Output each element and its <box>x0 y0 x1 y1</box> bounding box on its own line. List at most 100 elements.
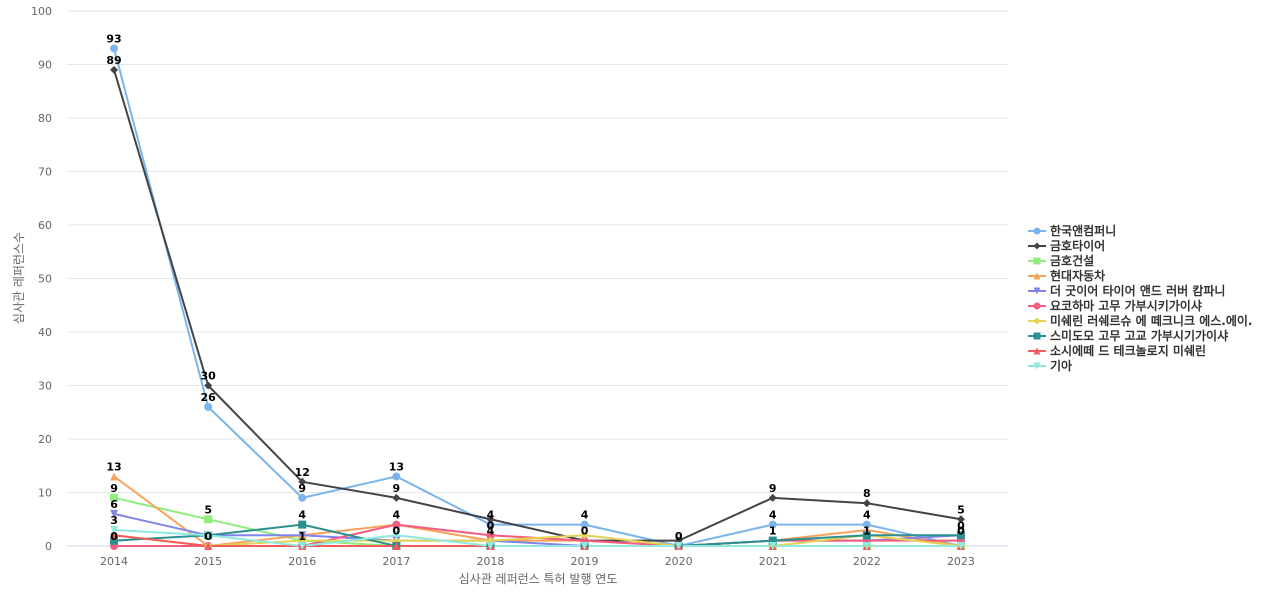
legend-item[interactable]: 스미도모 고무 고교 가부시기가이샤 <box>1028 328 1252 343</box>
x-axis-title: 심사관 레퍼런스 특허 발행 연도 <box>459 571 618 586</box>
data-label: 3 <box>110 514 118 527</box>
grid-lines <box>67 10 1008 547</box>
legend-label: 현대자동차 <box>1050 269 1106 283</box>
y-tick-label: 90 <box>38 59 52 72</box>
legend-marker <box>1033 302 1041 309</box>
legend-item[interactable]: 더 굿이어 타이어 앤드 러버 캄파니 <box>1028 283 1252 298</box>
legend-item[interactable]: 미쉐린 러쉐르슈 에 떼크니크 에스.에이. <box>1028 313 1252 328</box>
legend-item[interactable]: 금호타이어 <box>1028 238 1252 253</box>
data-point <box>580 542 589 550</box>
data-point <box>956 515 965 524</box>
legend-label: 금호건설 <box>1050 254 1095 268</box>
data-point <box>110 536 119 545</box>
data-point <box>110 509 119 518</box>
series-line <box>113 69 962 542</box>
x-tick-label: 2019 <box>571 555 599 568</box>
legend-item[interactable]: 한국앤컴퍼니 <box>1028 223 1252 238</box>
legend-symbol <box>1028 347 1046 354</box>
legend-item[interactable]: 요코하마 고무 가부시키가이샤 <box>1028 298 1252 313</box>
data-point <box>862 542 871 550</box>
legend-label: 미쉐린 러쉐르슈 에 떼크니크 에스.에이. <box>1050 314 1253 328</box>
data-label: 5 <box>957 503 965 516</box>
data-label: 4 <box>393 509 401 522</box>
data-point <box>580 531 589 540</box>
data-point <box>110 525 119 534</box>
x-axis-ticks: 2014 2015 2016 2017 2018 2019 2020 2021 2022 2023 <box>100 555 975 568</box>
data-point <box>486 542 495 550</box>
legend-marker <box>1033 272 1041 279</box>
y-tick-label: 10 <box>38 487 52 500</box>
data-point <box>110 493 119 502</box>
x-tick-label: 2014 <box>100 555 128 568</box>
y-tick-label: 100 <box>31 5 52 18</box>
data-point <box>392 531 401 540</box>
x-tick-label: 2015 <box>194 555 222 568</box>
legend-item[interactable]: 현대자동차 <box>1028 268 1252 283</box>
data-point <box>392 520 401 529</box>
data-point <box>392 542 401 550</box>
legend-symbol <box>1028 272 1046 279</box>
series-line <box>113 534 962 547</box>
data-point <box>486 515 495 524</box>
x-tick-label: 2020 <box>665 555 693 568</box>
data-label: 0 <box>487 519 495 532</box>
x-tick-label: 2018 <box>476 555 504 568</box>
data-label: 4 <box>769 509 777 522</box>
data-point <box>298 531 307 540</box>
data-point <box>110 531 119 540</box>
data-point <box>298 477 307 486</box>
data-point <box>204 542 213 550</box>
x-tick-label: 2016 <box>288 555 316 568</box>
data-point <box>298 493 307 502</box>
legend-marker <box>1033 332 1041 339</box>
y-tick-label: 60 <box>38 219 52 232</box>
data-label: 9 <box>393 482 401 495</box>
data-point <box>768 542 777 550</box>
legend-item[interactable]: 소시에떼 드 테크놀로지 미쉐린 <box>1028 343 1252 358</box>
data-point <box>204 381 213 390</box>
data-label: 0 <box>675 530 683 543</box>
data-point <box>110 472 119 481</box>
y-tick-label: 40 <box>38 326 52 339</box>
legend-item[interactable]: 기아 <box>1028 358 1252 373</box>
data-point <box>110 65 119 74</box>
legend-item[interactable]: 금호건설 <box>1028 253 1252 268</box>
data-point <box>674 542 683 550</box>
data-label: 0 <box>581 525 589 538</box>
data-point <box>392 472 401 481</box>
legend-marker <box>1033 227 1041 234</box>
data-label: 1 <box>769 525 777 538</box>
legend: 한국앤컴퍼니 금호타이어 금호건설 현대자동차 더 굿이어 타이어 앤드 러버 캄파니 요… <box>1028 223 1252 373</box>
data-label: 1 <box>298 530 306 543</box>
series-lines <box>113 48 962 547</box>
data-point <box>298 520 307 529</box>
data-point <box>956 542 965 550</box>
data-label: 13 <box>389 460 404 473</box>
legend-symbol <box>1028 242 1046 249</box>
y-tick-label: 30 <box>38 380 52 393</box>
legend-symbol <box>1028 257 1046 264</box>
data-label: 30 <box>200 370 216 383</box>
y-axis-ticks: 0 10 20 30 40 50 60 70 80 90 100 <box>31 5 52 553</box>
legend-symbol <box>1028 227 1046 234</box>
data-label: 13 <box>106 460 121 473</box>
y-tick-label: 20 <box>38 433 52 446</box>
x-tick-label: 2022 <box>853 555 881 568</box>
data-label: 8 <box>863 487 871 500</box>
x-tick-label: 2017 <box>382 555 410 568</box>
series-markers <box>110 44 965 550</box>
data-label: 9 <box>769 482 777 495</box>
data-label: 0 <box>204 530 212 543</box>
data-label: 4 <box>863 509 871 522</box>
y-tick-label: 50 <box>38 273 52 286</box>
data-label: 4 <box>298 509 306 522</box>
legend-symbol <box>1028 317 1046 324</box>
legend-label: 스미도모 고무 고교 가부시기가이샤 <box>1050 329 1229 343</box>
data-label: 4 <box>581 509 589 522</box>
x-tick-label: 2021 <box>759 555 787 568</box>
data-point <box>298 542 307 550</box>
data-label: 0 <box>957 525 965 538</box>
data-point <box>862 531 871 540</box>
